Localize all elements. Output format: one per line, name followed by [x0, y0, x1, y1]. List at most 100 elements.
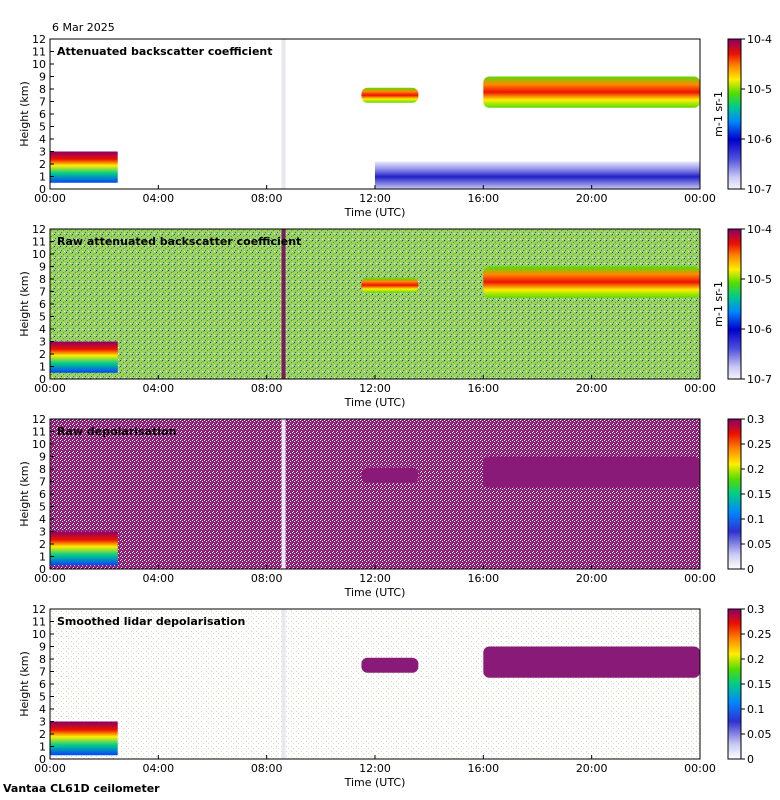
panel-title: Raw depolarisation [57, 425, 176, 438]
x-tick-label: 04:00 [142, 572, 174, 585]
x-tick-label: 12:00 [359, 572, 391, 585]
colorbar-unit-label: m-1 sr-1 [712, 91, 725, 137]
y-tick-label: 7 [39, 286, 46, 299]
x-tick-label: 16:00 [467, 192, 499, 205]
feature-boundary-layer [375, 161, 700, 189]
x-tick-label: 04:00 [142, 762, 174, 775]
y-tick-label: 11 [32, 236, 46, 249]
y-tick-label: 3 [39, 716, 46, 729]
y-tick-label: 2 [39, 728, 46, 741]
x-tick-label: 00:00 [34, 382, 66, 395]
feature-mid-cloud [361, 467, 419, 483]
feature-low-cloud [50, 151, 118, 183]
x-tick-label: 08:00 [251, 572, 283, 585]
y-axis-label: Height (km) [18, 81, 31, 147]
y-tick-label: 3 [39, 146, 46, 159]
x-tick-label: 04:00 [142, 192, 174, 205]
y-tick-label: 0 [39, 753, 46, 766]
y-axis-label: Height (km) [18, 461, 31, 527]
y-tick-label: 8 [39, 273, 46, 286]
x-tick-label: 08:00 [251, 762, 283, 775]
y-tick-label: 0 [39, 563, 46, 576]
colorbar-unit-label: m-1 sr-1 [712, 281, 725, 327]
colorbar-tick-label: 10-6 [747, 323, 772, 336]
y-tick-label: 8 [39, 463, 46, 476]
y-tick-label: 11 [32, 46, 46, 59]
y-axis-label: Height (km) [18, 651, 31, 717]
y-tick-label: 12 [32, 413, 46, 426]
data-gap [281, 609, 286, 759]
station-label: Vantaa CL61D ceilometer [3, 782, 160, 795]
y-tick-label: 3 [39, 526, 46, 539]
y-tick-label: 11 [32, 426, 46, 439]
y-tick-label: 3 [39, 336, 46, 349]
panel-2: Raw attenuated backscatter coefficient01… [18, 223, 772, 409]
colorbar-tick-label: 0.05 [747, 538, 772, 551]
x-tick-label: 00:00 [34, 762, 66, 775]
y-tick-label: 2 [39, 158, 46, 171]
colorbar-tick-label: 10-4 [747, 33, 772, 46]
colorbar-tick-label: 0.1 [747, 513, 765, 526]
colorbar-tick-label: 0.3 [747, 603, 765, 616]
y-tick-label: 9 [39, 641, 46, 654]
y-tick-label: 2 [39, 348, 46, 361]
feature-mid-cloud [483, 456, 700, 488]
colorbar-tick-label: 0.3 [747, 413, 765, 426]
y-tick-label: 0 [39, 183, 46, 196]
feature-low-cloud [50, 341, 118, 373]
panel-background [50, 229, 700, 379]
x-axis-label: Time (UTC) [344, 776, 406, 789]
x-tick-label: 16:00 [467, 762, 499, 775]
panel-4: Smoothed lidar depolarisation01234567891… [18, 603, 772, 789]
colorbar-tick-label: 0 [747, 563, 754, 576]
data-gap [281, 39, 286, 189]
y-tick-label: 9 [39, 71, 46, 84]
colorbar-tick-label: 0.2 [747, 653, 765, 666]
x-tick-label: 12:00 [359, 762, 391, 775]
x-tick-label: 20:00 [576, 382, 608, 395]
colorbar-tick-label: 0.25 [747, 438, 772, 451]
x-tick-label: 08:00 [251, 192, 283, 205]
y-tick-label: 4 [39, 323, 46, 336]
y-axis-label: Height (km) [18, 271, 31, 337]
colorbar [727, 418, 742, 570]
y-tick-label: 9 [39, 261, 46, 274]
y-tick-label: 6 [39, 678, 46, 691]
colorbar-tick-label: 10-4 [747, 223, 772, 236]
y-tick-label: 7 [39, 476, 46, 489]
date-label: 6 Mar 2025 [52, 21, 115, 34]
x-axis-label: Time (UTC) [344, 206, 406, 219]
y-tick-label: 0 [39, 373, 46, 386]
y-tick-label: 1 [39, 361, 46, 374]
y-tick-label: 1 [39, 171, 46, 184]
x-tick-label: 12:00 [359, 382, 391, 395]
y-tick-label: 11 [32, 616, 46, 629]
y-tick-label: 6 [39, 488, 46, 501]
x-tick-label: 16:00 [467, 382, 499, 395]
x-tick-label: 08:00 [251, 382, 283, 395]
colorbar-tick-label: 10-7 [747, 183, 772, 196]
x-tick-label: 04:00 [142, 382, 174, 395]
y-tick-label: 5 [39, 691, 46, 704]
feature-mid-cloud [483, 266, 700, 298]
x-tick-label: 00:00 [684, 762, 716, 775]
y-tick-label: 5 [39, 121, 46, 134]
x-tick-label: 00:00 [684, 572, 716, 585]
y-tick-label: 6 [39, 108, 46, 121]
feature-low-cloud [50, 531, 118, 566]
y-tick-label: 8 [39, 653, 46, 666]
colorbar-tick-label: 0.2 [747, 463, 765, 476]
x-tick-label: 00:00 [34, 572, 66, 585]
x-tick-label: 20:00 [576, 572, 608, 585]
x-tick-label: 00:00 [684, 192, 716, 205]
colorbar [727, 38, 742, 190]
y-tick-label: 1 [39, 741, 46, 754]
y-tick-label: 4 [39, 513, 46, 526]
data-gap [281, 229, 286, 379]
colorbar-tick-label: 10-5 [747, 83, 772, 96]
panel-1: Attenuated backscatter coefficient012345… [18, 33, 772, 219]
y-tick-label: 7 [39, 666, 46, 679]
x-axis-label: Time (UTC) [344, 586, 406, 599]
panel-background [50, 419, 700, 569]
colorbar-tick-label: 0.15 [747, 678, 772, 691]
